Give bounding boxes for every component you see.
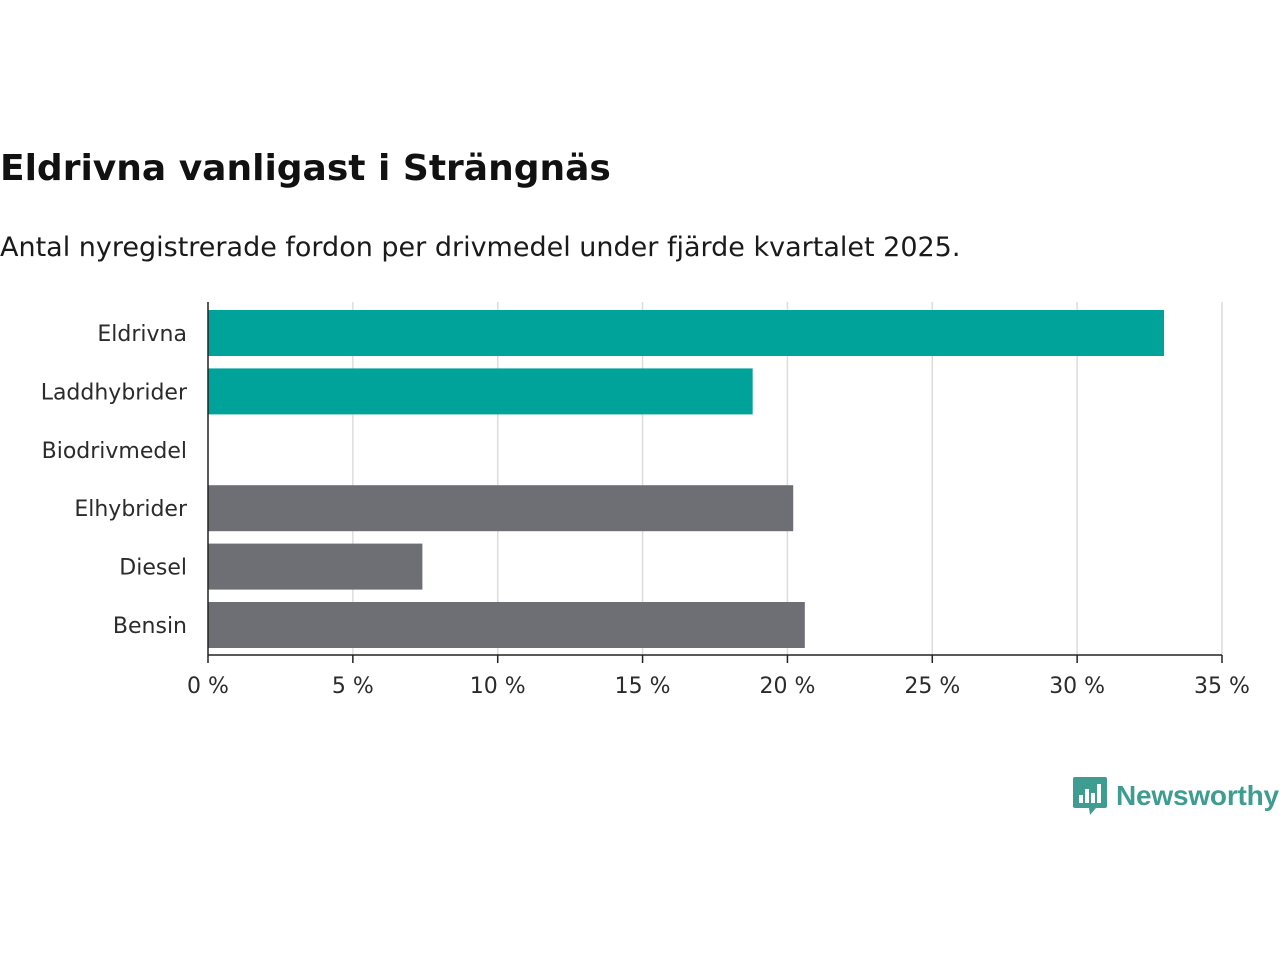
newsworthy-logo: Newsworthy bbox=[1072, 775, 1279, 817]
bar-diesel bbox=[208, 543, 423, 590]
x-tick-label-5: 25 % bbox=[904, 674, 960, 699]
bar-elhybrider bbox=[208, 485, 794, 532]
x-tick-label-2: 10 % bbox=[470, 674, 526, 699]
x-tick-label-3: 15 % bbox=[615, 674, 671, 699]
category-label-biodrivmedel: Biodrivmedel bbox=[42, 439, 187, 464]
logo-speech-bubble bbox=[1073, 777, 1107, 815]
chart-subtitle: Antal nyregistrerade fordon per drivmede… bbox=[0, 232, 961, 263]
category-label-laddhybrider: Laddhybrider bbox=[41, 380, 188, 405]
bar-chart: Eldrivna Laddhybrider Biodrivmedel Elhybrid… bbox=[41, 302, 1250, 699]
category-label-eldrivna: Eldrivna bbox=[97, 322, 187, 347]
newsworthy-logo-icon bbox=[1073, 777, 1107, 815]
category-label-elhybrider: Elhybrider bbox=[74, 497, 188, 522]
category-label-bensin: Bensin bbox=[113, 614, 187, 639]
gridlines bbox=[352, 302, 1223, 655]
x-axis: 0 % 5 % 10 % 15 % 20 % 25 % 30 % 35 % bbox=[187, 302, 1250, 699]
category-labels: Eldrivna Laddhybrider Biodrivmedel Elhybrid… bbox=[41, 322, 188, 639]
bar-eldrivna bbox=[208, 310, 1165, 356]
category-label-diesel: Diesel bbox=[119, 556, 187, 581]
x-tick-label-6: 30 % bbox=[1049, 674, 1105, 699]
chart-title: Eldrivna vanligast i Strängnäs bbox=[0, 148, 611, 189]
logo-text: Newsworthy bbox=[1116, 780, 1279, 811]
x-tick-label-1: 5 % bbox=[332, 674, 374, 699]
x-tick-label-4: 20 % bbox=[759, 674, 815, 699]
bar-laddhybrider bbox=[208, 368, 753, 415]
bars bbox=[208, 310, 1165, 648]
x-tick-label-0: 0 % bbox=[187, 674, 229, 699]
x-tick-label-7: 35 % bbox=[1194, 674, 1250, 699]
bar-bensin bbox=[208, 602, 805, 648]
